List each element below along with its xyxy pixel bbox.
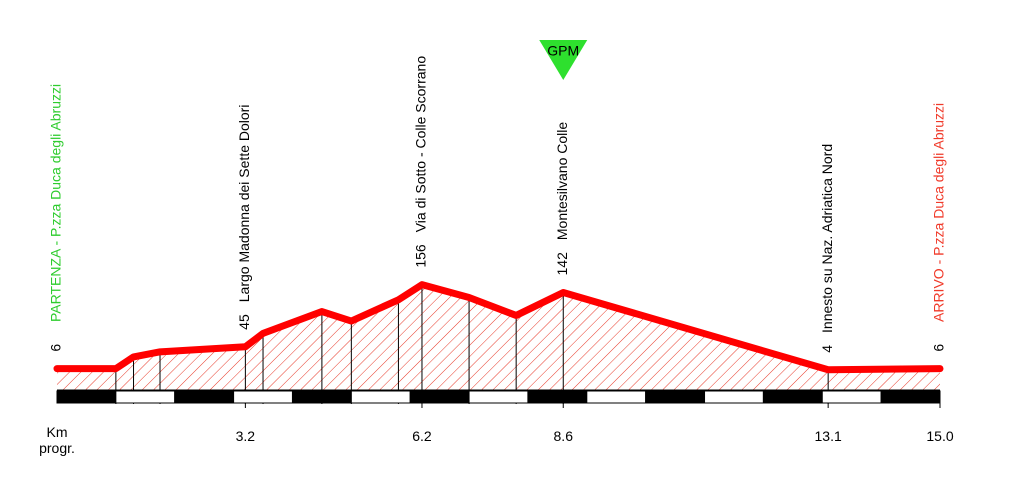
elevation-label: 156 bbox=[413, 244, 429, 268]
elevation-label: 142 bbox=[554, 252, 570, 276]
km-bar bbox=[527, 390, 588, 404]
profile-line bbox=[53, 281, 944, 374]
km-bar bbox=[174, 390, 235, 404]
gpm-badge bbox=[539, 40, 588, 80]
km-bar bbox=[350, 390, 411, 404]
point-label: PARTENZA - P.zza Duca degli Abruzzi bbox=[48, 84, 64, 322]
point-label: ARRIVO - P.zza Duca degli Abruzzi bbox=[931, 103, 947, 322]
km-bar bbox=[880, 390, 941, 404]
km-bar bbox=[821, 390, 882, 404]
km-bar bbox=[645, 390, 706, 404]
elevation-label: 45 bbox=[236, 314, 252, 330]
km-bar bbox=[56, 390, 117, 404]
point-label: Innesto su Naz. Adriatica Nord bbox=[819, 144, 835, 333]
x-tick-label: 13.1 bbox=[815, 428, 842, 444]
x-tick-label: 15.0 bbox=[926, 428, 953, 444]
point-label: Largo Madonna dei Sette Dolori bbox=[236, 105, 252, 303]
km-bar bbox=[409, 390, 470, 404]
x-axis-label: Km progr. bbox=[39, 424, 75, 456]
km-bar bbox=[586, 390, 647, 404]
profile-area bbox=[57, 284, 940, 390]
point-label: Via di Sotto - Colle Scorrano bbox=[413, 56, 429, 233]
km-bar bbox=[704, 390, 764, 404]
x-tick-label: 3.2 bbox=[236, 428, 256, 444]
km-bar bbox=[291, 390, 352, 404]
km-bar bbox=[233, 390, 293, 404]
km-bar bbox=[115, 390, 176, 404]
elevation-label: 4 bbox=[819, 345, 835, 353]
gpm-label: GPM bbox=[547, 43, 579, 59]
elevation-label: 6 bbox=[48, 344, 64, 352]
km-bar bbox=[762, 390, 823, 404]
elevation-label: 6 bbox=[931, 344, 947, 352]
km-bar bbox=[468, 390, 529, 404]
x-tick-label: 6.2 bbox=[412, 428, 432, 444]
point-label: Montesilvano Colle bbox=[554, 122, 570, 240]
x-tick-label: 8.6 bbox=[554, 428, 574, 444]
